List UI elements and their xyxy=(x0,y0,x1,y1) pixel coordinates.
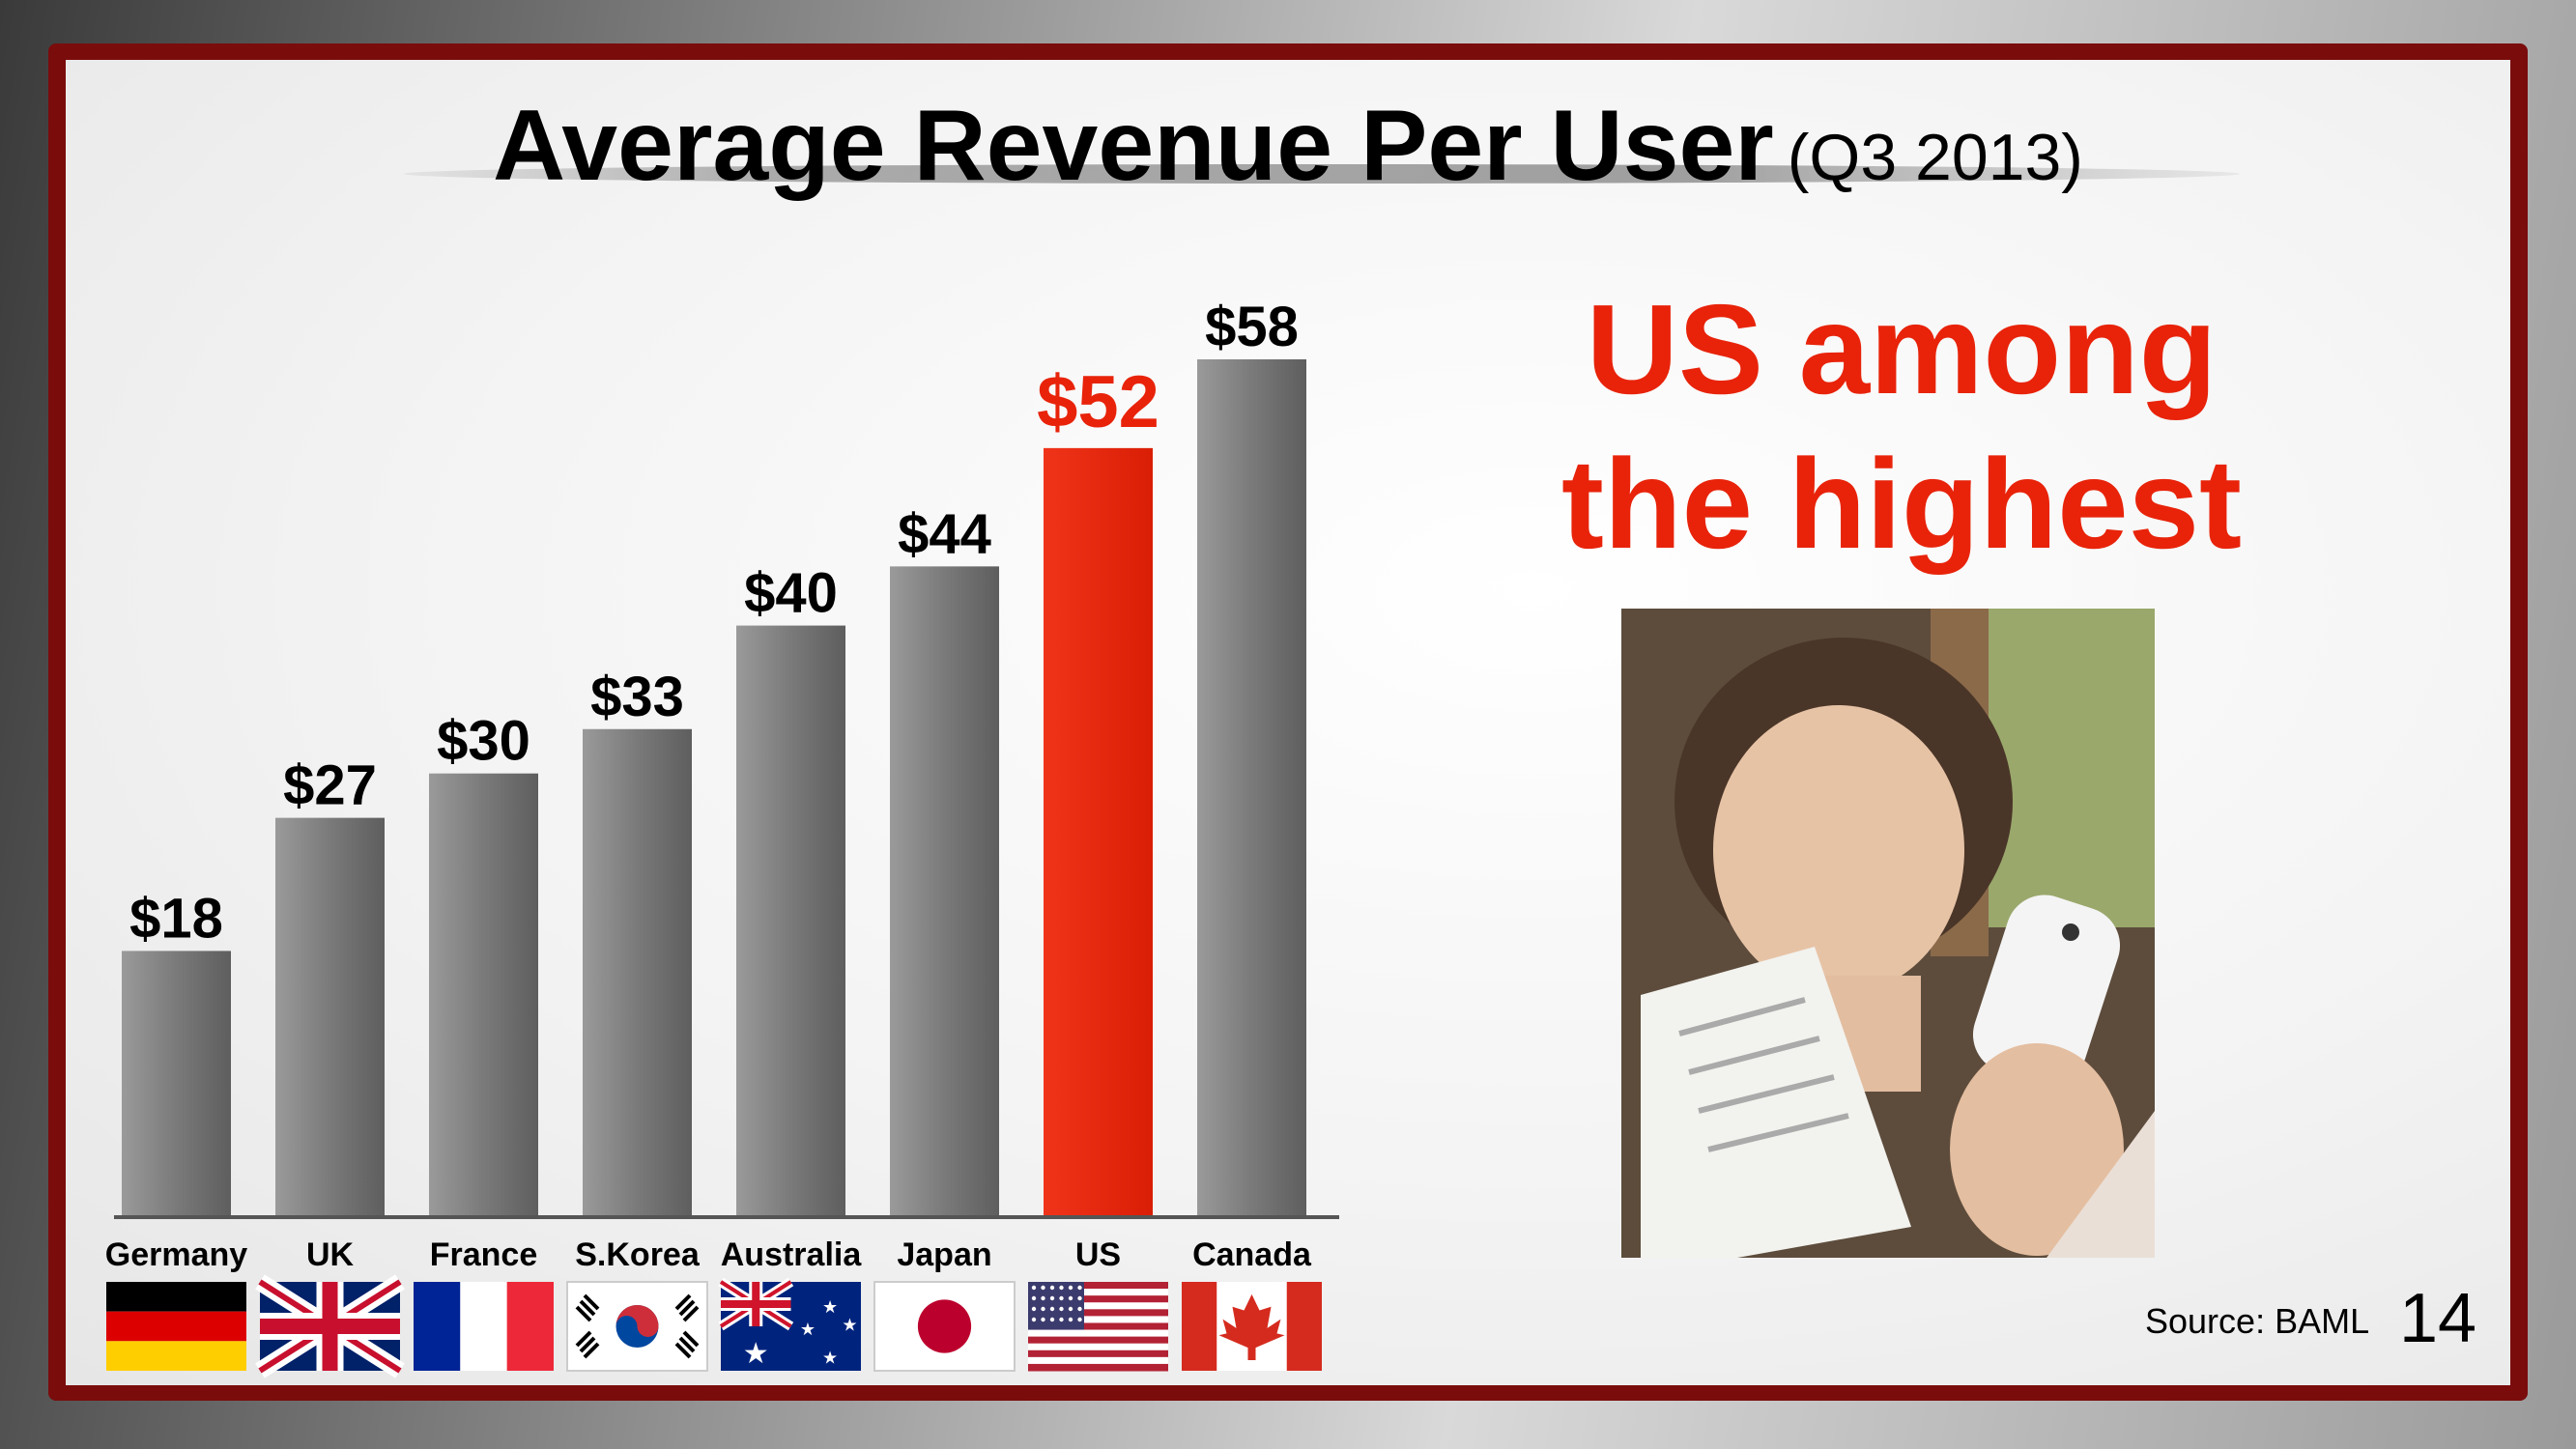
svg-text:★: ★ xyxy=(842,1316,857,1335)
category-label-japan: Japan xyxy=(897,1236,991,1273)
bar-germany xyxy=(122,951,231,1217)
category-label-germany: Germany xyxy=(105,1236,247,1273)
woman-reading-bill-photo xyxy=(1621,609,2155,1258)
svg-text:★: ★ xyxy=(822,1349,838,1368)
bar-uk xyxy=(275,817,385,1217)
japan-flag xyxy=(873,1281,1016,1372)
australia-flag: ★ ★ ★ ★ ★ xyxy=(718,1277,861,1371)
category-label-canada: Canada xyxy=(1192,1236,1312,1273)
uk-flag xyxy=(255,1274,405,1378)
data-label-germany: $18 xyxy=(129,887,223,950)
source-note: Source: BAML xyxy=(2145,1301,2370,1341)
us-flag xyxy=(1028,1282,1168,1372)
category-label-skorea: S.Korea xyxy=(575,1236,701,1273)
data-label-japan: $44 xyxy=(898,502,991,565)
france-flag xyxy=(414,1282,554,1371)
category-label-uk: UK xyxy=(306,1236,355,1273)
page-number: 14 xyxy=(2399,1280,2477,1357)
callout-line-1: US among xyxy=(1586,278,2218,420)
bar-us xyxy=(1044,447,1153,1217)
bar-japan xyxy=(890,566,999,1217)
south-korea-flag xyxy=(566,1281,708,1372)
svg-text:★: ★ xyxy=(743,1338,769,1370)
title-subtitle: (Q3 2013) xyxy=(1787,121,2083,194)
callout-text: US among the highest xyxy=(1457,272,2346,582)
category-label-us: US xyxy=(1075,1236,1121,1273)
bar-france xyxy=(429,773,538,1217)
callout-line-2: the highest xyxy=(1560,433,2243,575)
slide-title: Average Revenue Per User (Q3 2013) xyxy=(66,89,2510,204)
data-label-us: $52 xyxy=(1037,361,1159,443)
data-label-uk: $27 xyxy=(283,754,377,817)
title-main: Average Revenue Per User xyxy=(493,90,1774,202)
bar-australia xyxy=(736,625,845,1217)
category-label-australia: Australia xyxy=(721,1236,863,1273)
arpu-bar-chart: $18 Germany $27 UK $30 France $33 S.Korea xyxy=(105,296,1339,1378)
canada-flag xyxy=(1182,1282,1322,1371)
slide: Average Revenue Per User (Q3 2013) $18 Ger… xyxy=(66,60,2510,1385)
germany-flag xyxy=(106,1282,246,1371)
data-label-australia: $40 xyxy=(744,562,838,625)
title-brush-underline xyxy=(404,164,2240,184)
data-label-france: $30 xyxy=(437,710,530,773)
data-label-skorea: $33 xyxy=(590,666,684,728)
bar-canada xyxy=(1197,359,1306,1217)
data-label-canada: $58 xyxy=(1205,296,1299,358)
category-label-france: France xyxy=(430,1236,538,1273)
svg-text:★: ★ xyxy=(800,1320,816,1339)
bar-skorea xyxy=(583,728,692,1217)
svg-text:★: ★ xyxy=(822,1297,838,1317)
